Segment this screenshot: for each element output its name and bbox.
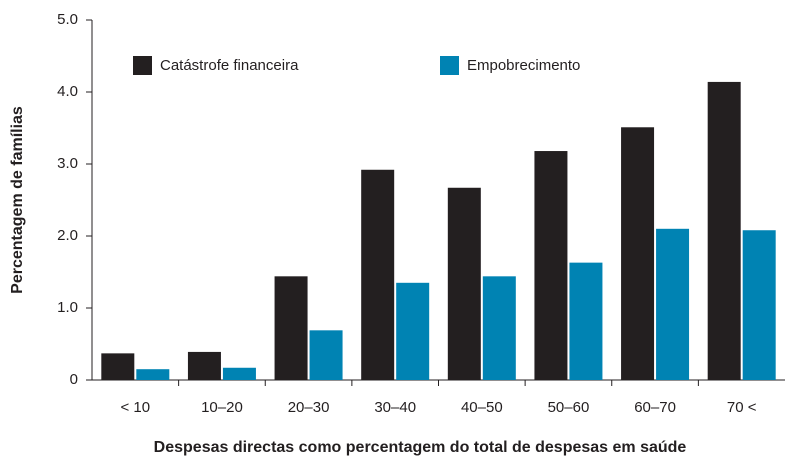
x-tick-label: 20–30 <box>288 399 330 416</box>
x-tick-label: 50–60 <box>548 399 590 416</box>
y-tick-label: 4.0 <box>57 83 78 100</box>
bar <box>621 127 655 380</box>
legend-label: Catástrofe financeira <box>160 57 299 74</box>
x-tick-label: 40–50 <box>461 399 503 416</box>
x-tick-label: 60–70 <box>634 399 676 416</box>
bar <box>396 282 430 380</box>
legend-swatch <box>440 56 459 75</box>
bar <box>447 187 481 380</box>
bar <box>274 276 308 380</box>
y-tick-label: 2.0 <box>57 227 78 244</box>
bar <box>534 151 568 380</box>
bar <box>187 351 221 380</box>
x-tick-label: 30–40 <box>374 399 416 416</box>
bar <box>309 330 343 380</box>
legend-swatch <box>133 56 152 75</box>
bar <box>569 262 603 380</box>
bar <box>656 228 690 380</box>
bar <box>361 169 395 380</box>
y-tick-label: 5.0 <box>57 11 78 28</box>
bar <box>707 81 741 381</box>
bar <box>136 369 170 380</box>
x-tick-label: < 10 <box>121 399 151 416</box>
x-tick-label: 10–20 <box>201 399 243 416</box>
bar <box>222 367 256 380</box>
y-tick-label: 0 <box>70 371 78 388</box>
y-tick-label: 3.0 <box>57 155 78 172</box>
x-tick-label: 70 < <box>727 399 757 416</box>
x-axis-title: Despesas directas como percentagem do to… <box>154 439 687 456</box>
bar <box>742 230 776 380</box>
bar <box>482 276 516 380</box>
y-tick-label: 1.0 <box>57 299 78 316</box>
legend-label: Empobrecimento <box>467 57 580 74</box>
y-axis-title: Percentagem de famílias <box>9 106 26 294</box>
bar <box>101 353 135 380</box>
